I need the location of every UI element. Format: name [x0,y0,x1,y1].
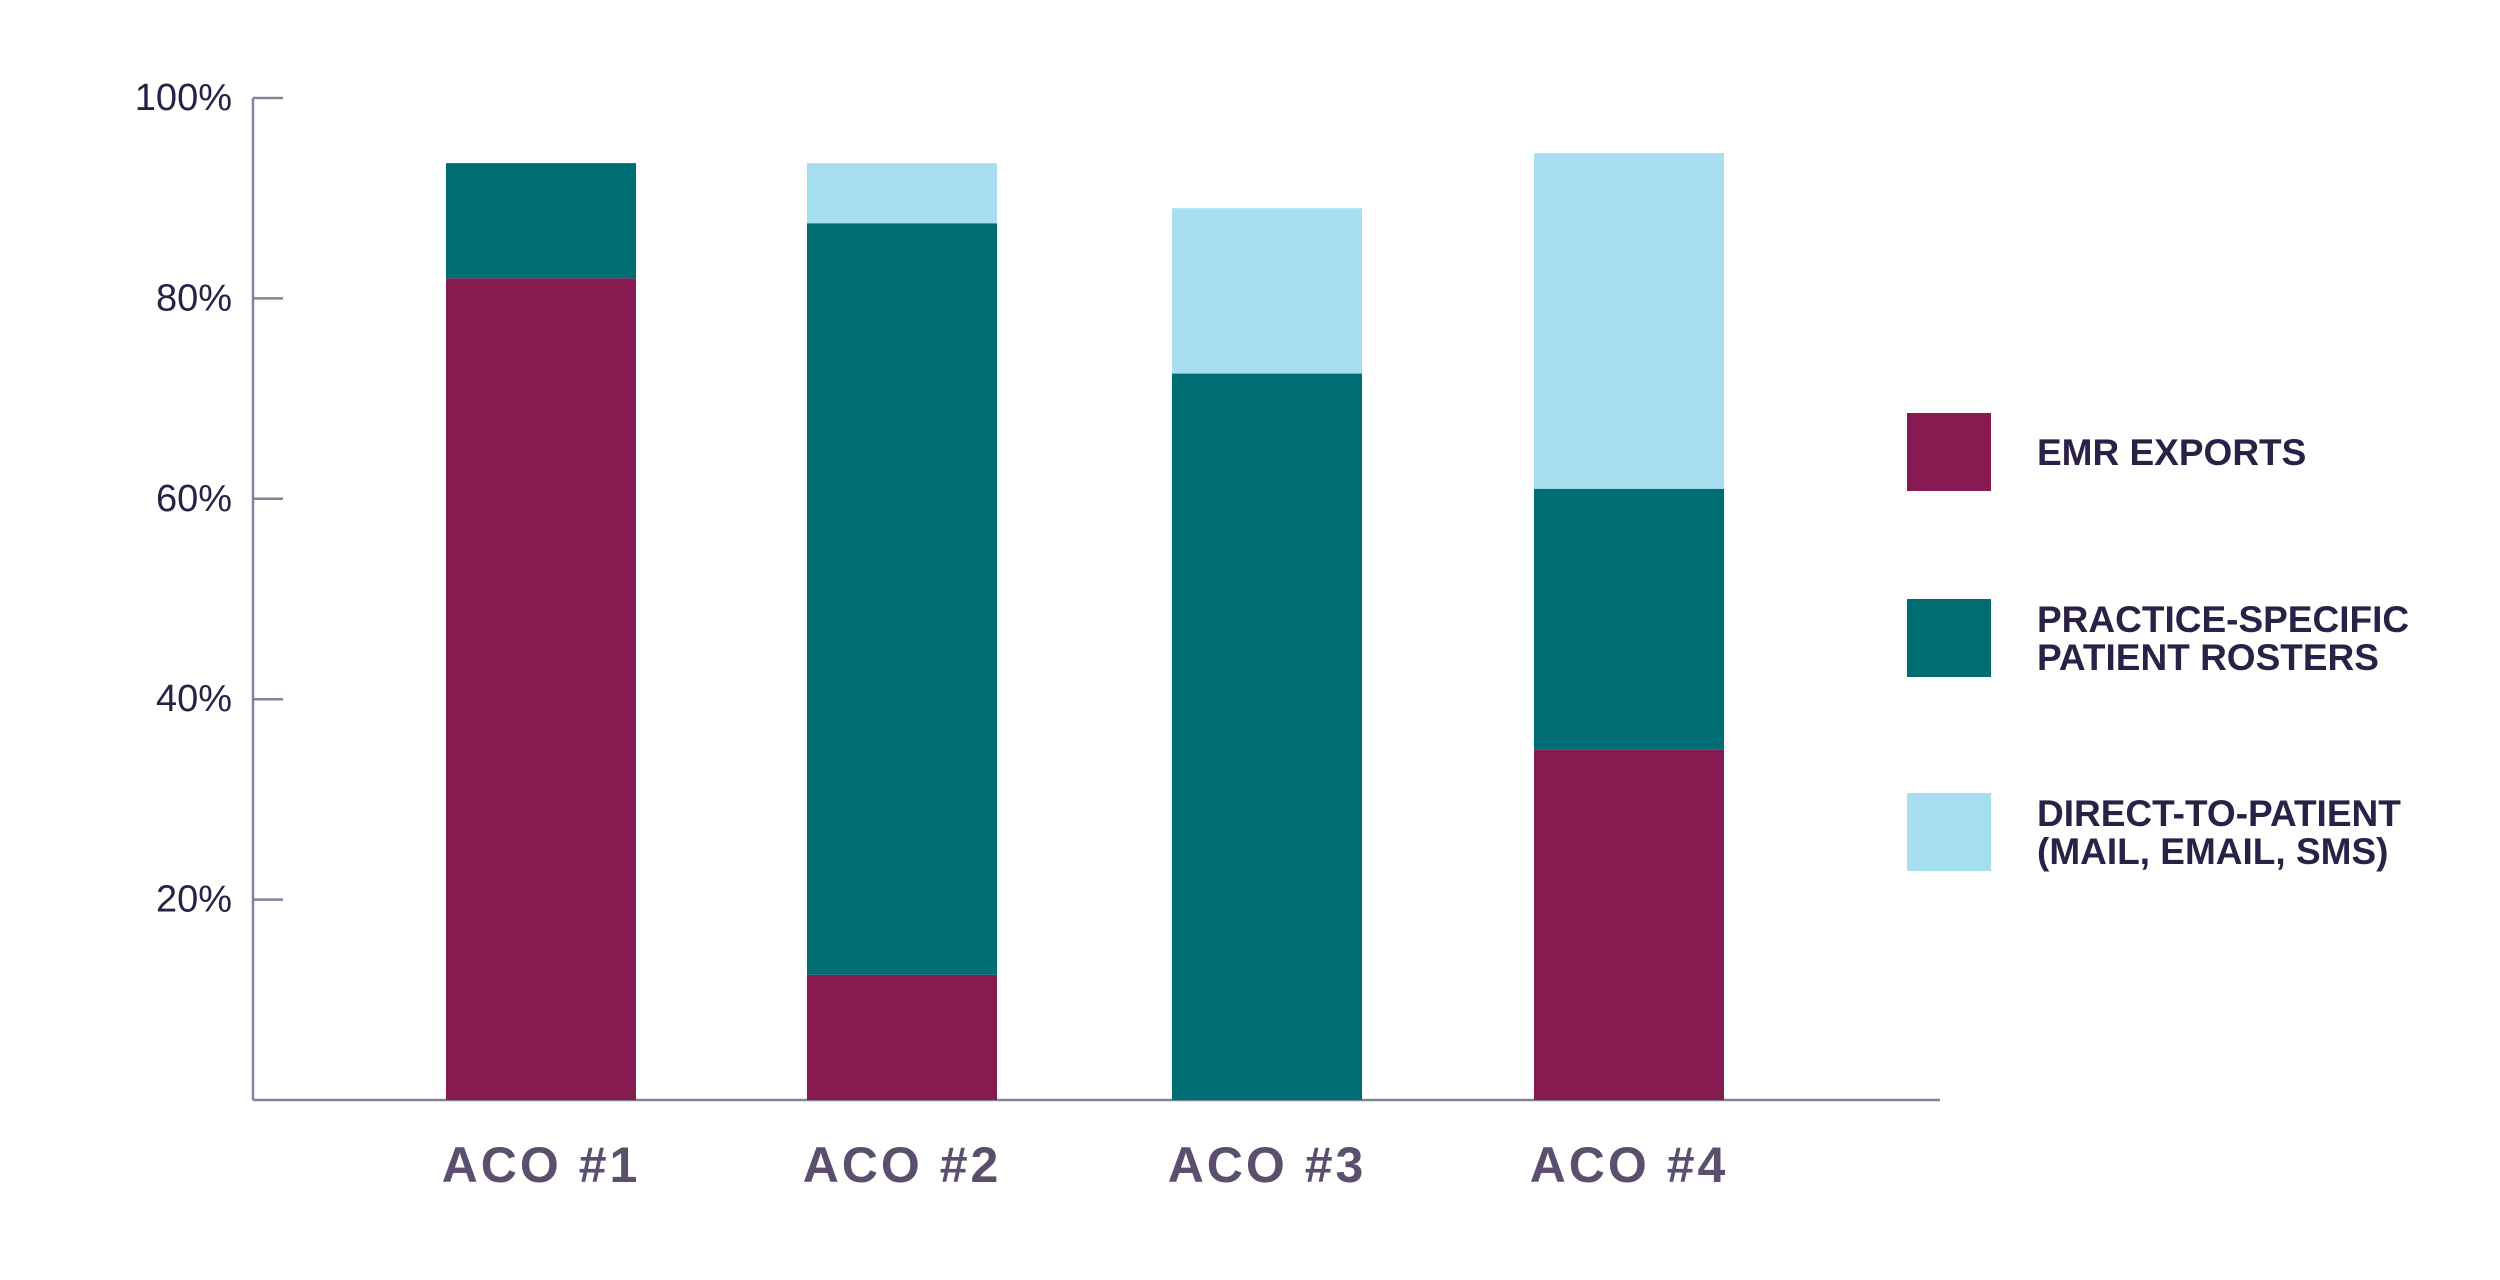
y-tick-label-40: 40% [156,678,232,720]
legend-swatch-3 [1907,793,1991,871]
bar-segment-aco3-series3 [1172,208,1362,374]
bar-segment-aco2-series1 [807,974,997,1100]
bar-segment-aco2-series2 [807,223,997,975]
bar-segment-aco1-series1 [446,278,636,1100]
legend-swatch-2 [1907,599,1991,677]
bar-segment-aco4-series1 [1534,749,1724,1100]
bar-segment-aco3-series2 [1172,373,1362,1100]
x-category-label-aco3: ACO #3 [1168,1137,1367,1193]
legend-label-2-line-1: PRACTICE-SPECIFIC [2037,599,2409,640]
bar-segment-aco2-series3 [807,163,997,224]
legend-label-3-line-2: (MAIL, EMAIL, SMS) [2037,831,2388,872]
x-category-label-aco1: ACO #1 [442,1137,641,1193]
bar-segment-aco4-series2 [1534,488,1724,750]
y-tick-label-80: 80% [156,277,232,319]
x-category-label-aco2: ACO #2 [803,1137,1002,1193]
y-tick-label-20: 20% [156,879,232,921]
y-tick-label-100: 100% [135,77,232,119]
legend-label-2-line-2: PATIENT ROSTERS [2037,637,2379,678]
x-category-label-aco4: ACO #4 [1530,1137,1729,1193]
bar-segment-aco1-series2 [446,163,636,279]
legend-label-3-line-1: DIRECT-TO-PATIENT [2037,793,2401,834]
legend-swatch-1 [1907,413,1991,491]
bar-segment-aco4-series3 [1534,153,1724,489]
legend-label-1-line-1: EMR EXPORTS [2037,432,2306,473]
y-tick-label-60: 60% [156,478,232,520]
